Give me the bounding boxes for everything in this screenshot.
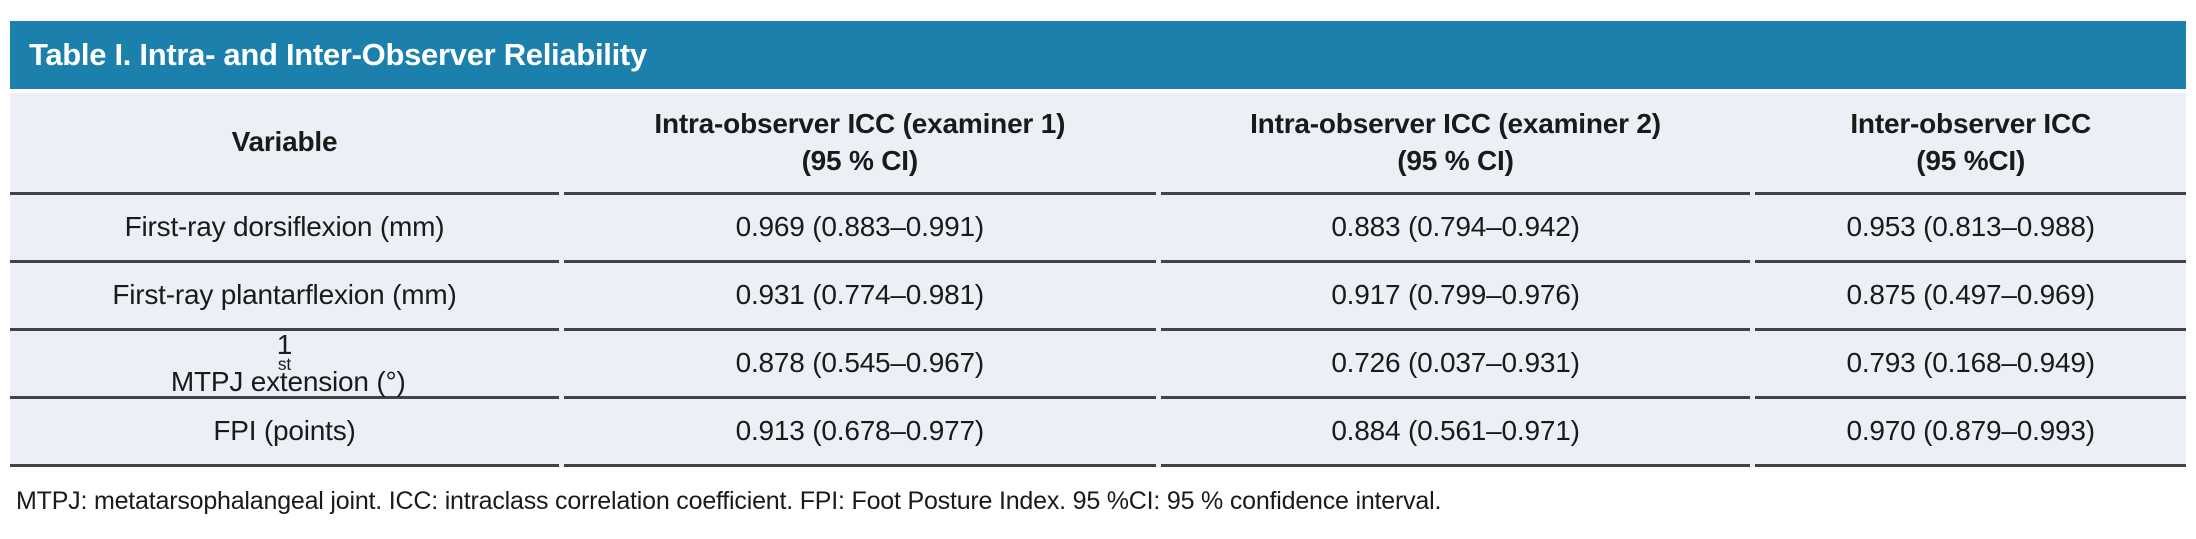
column-header-line: (95 %CI) (1916, 144, 2026, 176)
variable-text: FPI (points) (213, 415, 356, 447)
table-row: First-ray plantarflexion (mm) 0.931 (0.7… (10, 263, 2186, 331)
variable-text: First-ray dorsiflexion (mm) (124, 211, 445, 243)
icc-value-cell: 0.913 (0.678–0.977) (563, 399, 1156, 467)
column-header-line: Intra-observer ICC (examiner 1) (654, 108, 1066, 140)
variable-cell: First-ray plantarflexion (mm) (10, 263, 559, 331)
table-title: Table I. Intra- and Inter-Observer Relia… (29, 37, 647, 72)
column-header-line: Intra-observer ICC (examiner 2) (1250, 108, 1661, 140)
variable-text: First-ray plantarflexion (mm) (112, 279, 457, 311)
column-header-inter-observer: Inter-observer ICC (95 %CI) (1755, 93, 2186, 195)
table-row: FPI (points) 0.913 (0.678–0.977) 0.884 (… (10, 399, 2186, 467)
variable-text: MTPJ extension (°) (163, 365, 406, 397)
column-header-line: Inter-observer ICC (1850, 108, 2092, 140)
icc-value-cell: 0.726 (0.037–0.931) (1160, 331, 1751, 399)
icc-value-cell: 0.793 (0.168–0.949) (1755, 331, 2186, 399)
icc-value-cell: 0.884 (0.561–0.971) (1160, 399, 1751, 467)
variable-cell: First-ray dorsiflexion (mm) (10, 195, 559, 263)
column-header-intra-observer-examiner-2: Intra-observer ICC (examiner 2) (95 % CI… (1160, 93, 1751, 195)
reliability-table: Variable Intra-observer ICC (examiner 1)… (10, 93, 2186, 467)
column-header-intra-observer-examiner-1: Intra-observer ICC (examiner 1) (95 % CI… (563, 93, 1156, 195)
variable-cell: FPI (points) (10, 399, 559, 467)
table-title-bar: Table I. Intra- and Inter-Observer Relia… (10, 21, 2186, 89)
column-header-line: (95 % CI) (1397, 144, 1514, 176)
icc-value-cell: 0.917 (0.799–0.976) (1160, 263, 1751, 331)
column-header-line: Variable (231, 126, 338, 158)
column-header-line: (95 % CI) (801, 144, 919, 176)
column-header-variable: Variable (10, 93, 559, 195)
table-row: First-ray dorsiflexion (mm) 0.969 (0.883… (10, 195, 2186, 263)
variable-text: 1 (276, 329, 293, 361)
table-header-row: Variable Intra-observer ICC (examiner 1)… (10, 93, 2186, 195)
table-footnote: MTPJ: metatarsophalangeal joint. ICC: in… (10, 467, 2186, 516)
icc-value-cell: 0.875 (0.497–0.969) (1755, 263, 2186, 331)
icc-value-cell: 0.878 (0.545–0.967) (563, 331, 1156, 399)
icc-value-cell: 0.969 (0.883–0.991) (563, 195, 1156, 263)
icc-value-cell: 0.953 (0.813–0.988) (1755, 195, 2186, 263)
icc-value-cell: 0.931 (0.774–0.981) (563, 263, 1156, 331)
icc-value-cell: 0.970 (0.879–0.993) (1755, 399, 2186, 467)
icc-value-cell: 0.883 (0.794–0.942) (1160, 195, 1751, 263)
